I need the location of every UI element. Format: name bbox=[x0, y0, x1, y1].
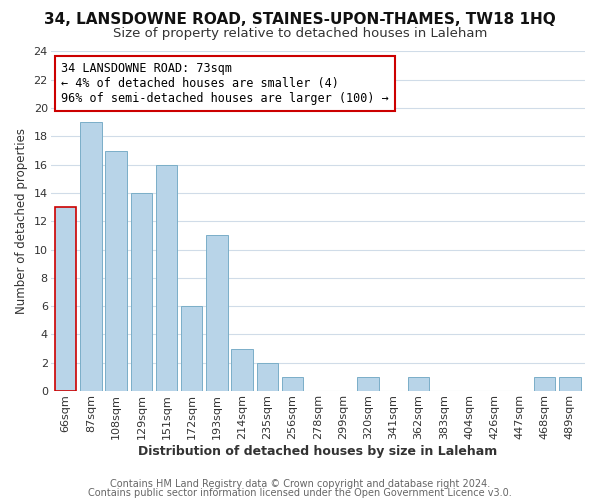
Bar bbox=[156, 164, 177, 391]
Text: 34, LANSDOWNE ROAD, STAINES-UPON-THAMES, TW18 1HQ: 34, LANSDOWNE ROAD, STAINES-UPON-THAMES,… bbox=[44, 12, 556, 28]
Text: Contains public sector information licensed under the Open Government Licence v3: Contains public sector information licen… bbox=[88, 488, 512, 498]
X-axis label: Distribution of detached houses by size in Laleham: Distribution of detached houses by size … bbox=[138, 444, 497, 458]
Bar bbox=[534, 377, 556, 391]
Text: 34 LANSDOWNE ROAD: 73sqm
← 4% of detached houses are smaller (4)
96% of semi-det: 34 LANSDOWNE ROAD: 73sqm ← 4% of detache… bbox=[61, 62, 389, 104]
Text: Contains HM Land Registry data © Crown copyright and database right 2024.: Contains HM Land Registry data © Crown c… bbox=[110, 479, 490, 489]
Bar bbox=[257, 362, 278, 391]
Bar bbox=[181, 306, 202, 391]
Y-axis label: Number of detached properties: Number of detached properties bbox=[15, 128, 28, 314]
Bar bbox=[358, 377, 379, 391]
Bar bbox=[282, 377, 303, 391]
Bar bbox=[559, 377, 581, 391]
Bar bbox=[131, 193, 152, 391]
Bar bbox=[80, 122, 101, 391]
Bar bbox=[106, 150, 127, 391]
Bar bbox=[232, 348, 253, 391]
Bar bbox=[206, 236, 227, 391]
Bar bbox=[408, 377, 430, 391]
Bar bbox=[55, 207, 76, 391]
Text: Size of property relative to detached houses in Laleham: Size of property relative to detached ho… bbox=[113, 28, 487, 40]
